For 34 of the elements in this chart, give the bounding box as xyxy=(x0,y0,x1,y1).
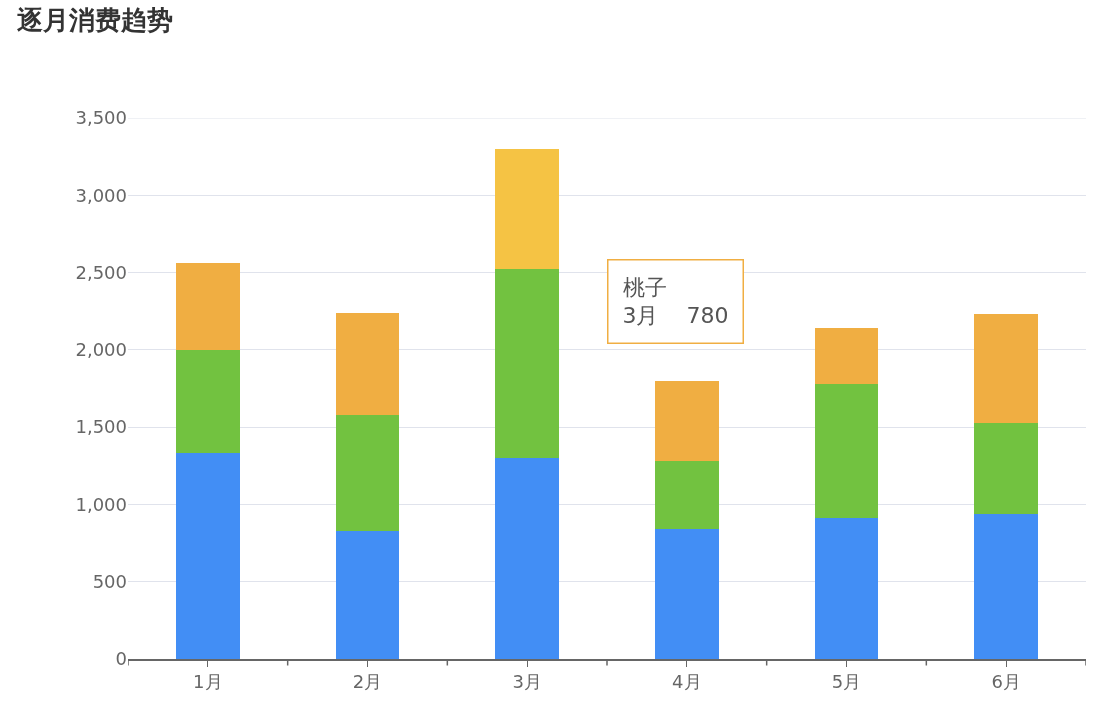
y-tick-label: 1,000 xyxy=(75,493,127,515)
y-tick-label: 1,500 xyxy=(75,416,127,438)
bar xyxy=(175,263,240,350)
bar xyxy=(974,314,1039,423)
bar xyxy=(495,148,560,270)
x-tick-label: 5月 xyxy=(831,671,862,693)
x-tick-label: 4月 xyxy=(672,671,702,693)
bar xyxy=(335,312,400,415)
y-tick-label: 500 xyxy=(92,571,127,593)
y-tick-label: 3,000 xyxy=(75,184,127,206)
bar xyxy=(175,349,240,454)
bar xyxy=(335,530,400,659)
bar xyxy=(654,380,719,462)
y-tick-label: 2,500 xyxy=(75,261,127,283)
x-tick-label: 2月 xyxy=(352,671,383,693)
y-tick-label: 2,000 xyxy=(75,339,127,361)
bar xyxy=(814,518,879,659)
bar xyxy=(974,513,1039,659)
x-tick-label: 6月 xyxy=(991,671,1021,693)
bar xyxy=(495,458,560,659)
bar xyxy=(974,422,1039,514)
bar xyxy=(175,453,240,659)
x-tick-label: 1月 xyxy=(193,671,223,693)
chart-title: 逐月消费趋势 xyxy=(16,5,173,36)
bar xyxy=(654,529,719,659)
x-tick-label: 3月 xyxy=(512,671,542,693)
bar xyxy=(335,414,400,531)
annotation: 桃子 3月 780 xyxy=(622,274,729,329)
y-tick-label: 3,500 xyxy=(75,107,127,129)
bar xyxy=(814,383,879,519)
y-tick-label: 0 xyxy=(115,648,127,670)
bar xyxy=(495,269,560,459)
bar xyxy=(654,461,719,530)
bar xyxy=(814,328,879,384)
